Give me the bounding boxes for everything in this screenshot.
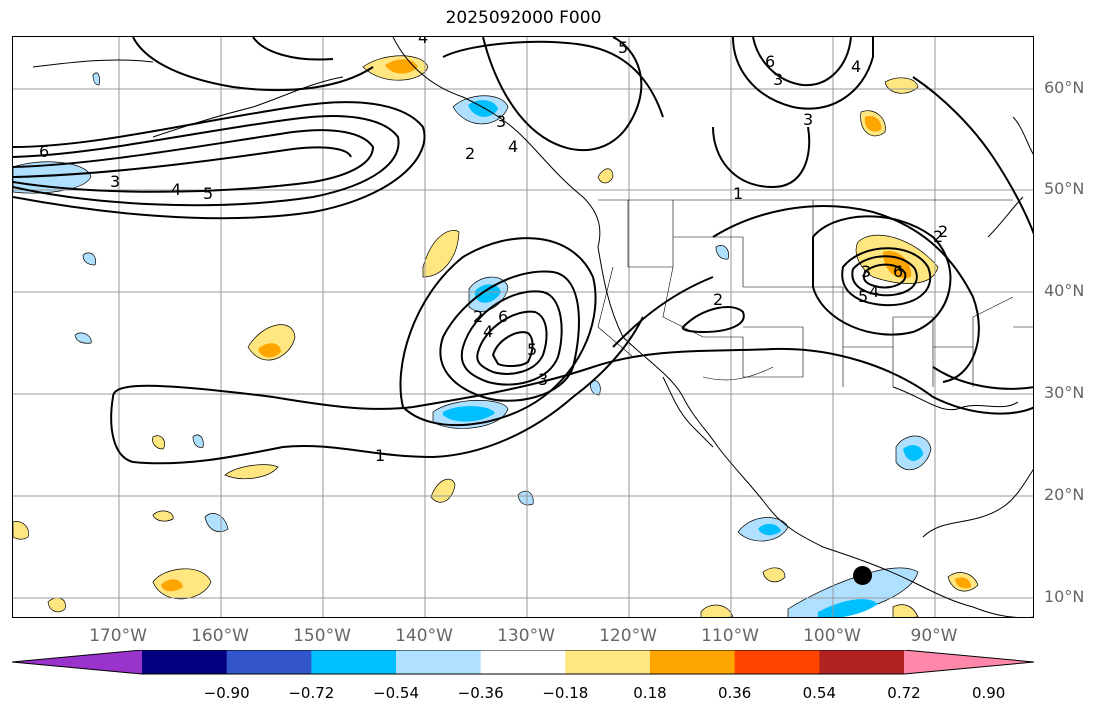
contour-label: 2 <box>713 290 723 309</box>
colorbar-cell <box>819 650 905 674</box>
contour-label: 6 <box>893 262 903 281</box>
contour-label: 4 <box>171 180 181 199</box>
colorbar-cell <box>480 650 566 674</box>
colorbar-tick-label: −0.72 <box>288 684 335 702</box>
colorbar-cell <box>565 650 651 674</box>
lat-label: 50°N <box>1044 179 1085 198</box>
lon-label: 130°W <box>497 626 555 646</box>
colorbar-cell <box>311 650 397 674</box>
positive-anomaly-regions <box>13 55 979 617</box>
contour-label: 4 <box>483 322 493 341</box>
contour-label: 3 <box>773 70 783 89</box>
contour-label: 4 <box>418 37 428 47</box>
contour-label: 1 <box>733 184 743 203</box>
lon-label: 160°W <box>191 626 249 646</box>
lon-label: 150°W <box>293 626 351 646</box>
colorbar-cell <box>142 650 228 674</box>
contour-label: 3 <box>861 262 871 281</box>
political-borders <box>597 199 1033 387</box>
colorbar-cells <box>12 650 1035 675</box>
contour-label: 5 <box>527 340 537 359</box>
lon-label: 110°W <box>701 626 759 646</box>
lon-label: 120°W <box>599 626 657 646</box>
coastlines <box>32 37 1033 617</box>
contour-label: 3 <box>538 370 548 389</box>
colorbar-tick-label: 0.72 <box>887 684 921 702</box>
map-svg: 6 3 4 5 2 1 4 6 2 5 3 4 3 2 3 4 5 1 2 5 … <box>13 37 1033 617</box>
contour-label: 3 <box>496 112 506 131</box>
colorbar-cell <box>650 650 736 674</box>
lon-label: 90°W <box>910 626 958 646</box>
height-contours <box>13 37 1033 465</box>
colorbar-tick-label: 0.36 <box>717 684 752 702</box>
colorbar-tick-label: 0.90 <box>971 684 1006 702</box>
contour-label: 6 <box>498 307 508 326</box>
contour-label: 1 <box>375 446 385 465</box>
colorbar-outline <box>12 650 1035 675</box>
lon-label: 100°W <box>803 626 861 646</box>
colorbar-tick-label: 0.54 <box>802 684 837 702</box>
lat-label: 30°N <box>1044 383 1085 402</box>
colorbar <box>12 650 1035 675</box>
lon-label: 170°W <box>89 626 147 646</box>
chart-title: 2025092000 F000 <box>445 8 602 28</box>
contour-label: 5 <box>858 287 868 306</box>
contour-label: 4 <box>508 137 518 156</box>
colorbar-tick-label: −0.90 <box>203 684 250 702</box>
contour-label: 2 <box>938 222 948 241</box>
lat-label: 20°N <box>1044 485 1085 504</box>
contour-label: 2 <box>465 144 475 163</box>
lon-label: 140°W <box>395 626 453 646</box>
lat-label: 40°N <box>1044 281 1085 300</box>
location-marker <box>853 566 872 585</box>
colorbar-tick-label: −0.18 <box>542 684 589 702</box>
contour-label: 2 <box>933 227 943 246</box>
lat-label: 60°N <box>1044 78 1085 97</box>
colorbar-tick-label: 0.18 <box>633 684 667 702</box>
contour-label: 2 <box>473 307 483 326</box>
map-panel[interactable]: 6 3 4 5 2 1 4 6 2 5 3 4 3 2 3 4 5 1 2 5 … <box>12 36 1034 618</box>
lat-label: 10°N <box>1044 587 1085 606</box>
colorbar-tick-label: −0.54 <box>373 684 419 702</box>
colorbar-cell <box>226 650 312 674</box>
contour-label: 6 <box>39 142 49 161</box>
colorbar-extend-max <box>904 650 1034 674</box>
contour-label: 3 <box>110 172 120 191</box>
colorbar-extend-min <box>12 650 142 674</box>
contour-label: 4 <box>869 282 879 301</box>
contour-label: 3 <box>803 110 813 129</box>
contour-label: 5 <box>618 38 628 57</box>
contour-label: 4 <box>851 57 861 76</box>
colorbar-cell <box>734 650 820 674</box>
contour-label: 6 <box>765 52 775 71</box>
contour-label: 5 <box>203 184 213 203</box>
colorbar-tick-label: −0.36 <box>457 684 504 702</box>
colorbar-cell <box>396 650 482 674</box>
contour-number-labels: 6 3 4 5 2 1 4 6 2 5 3 4 3 2 3 4 5 1 2 5 … <box>39 37 948 465</box>
